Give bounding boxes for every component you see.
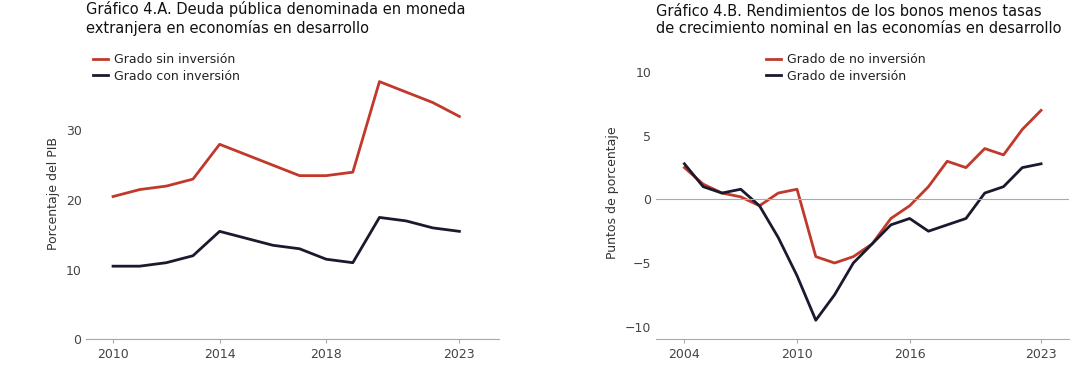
Grado con inversión [293,246,306,251]
Grado con inversión [213,229,226,234]
Grado de no inversión [903,204,916,208]
Y-axis label: Puntos de porcentaje: Puntos de porcentaje [607,127,620,259]
Y-axis label: Porcentaje del PIB: Porcentaje del PIB [48,136,60,250]
Grado de no inversión [734,195,747,199]
Legend: Grado de no inversión, Grado de inversión: Grado de no inversión, Grado de inversió… [766,53,926,83]
Grado sin inversión [320,173,333,178]
Line: Grado con inversión: Grado con inversión [113,218,459,266]
Line: Grado sin inversión: Grado sin inversión [113,82,459,197]
Grado de no inversión [978,146,991,151]
Grado de no inversión [941,159,954,163]
Line: Grado de no inversión: Grado de no inversión [685,110,1041,263]
Grado de no inversión [678,165,691,170]
Grado con inversión [400,218,413,223]
Grado con inversión [320,257,333,262]
Grado de inversión [847,261,860,265]
Grado de inversión [997,184,1010,189]
Grado de inversión [903,216,916,221]
Grado sin inversión [373,79,386,84]
Grado de no inversión [922,184,935,189]
Grado con inversión [373,215,386,220]
Grado de inversión [715,191,728,195]
Grado de no inversión [1035,108,1048,113]
Grado de inversión [1016,165,1029,170]
Grado de no inversión [847,254,860,259]
Grado de no inversión [715,191,728,195]
Grado con inversión [427,225,440,230]
Grado sin inversión [347,170,360,174]
Line: Grado de inversión: Grado de inversión [685,164,1041,320]
Grado sin inversión [427,100,440,105]
Grado de inversión [734,187,747,191]
Text: Gráfico 4.A. Deuda pública denominada en moneda
extranjera en economías en desar: Gráfico 4.A. Deuda pública denominada en… [86,1,465,36]
Grado sin inversión [107,194,120,199]
Grado con inversión [107,264,120,269]
Grado de inversión [809,318,822,323]
Grado sin inversión [213,142,226,147]
Grado con inversión [187,254,200,258]
Grado con inversión [347,261,360,265]
Grado de inversión [791,273,804,278]
Grado sin inversión [453,114,465,119]
Grado con inversión [267,243,280,248]
Grado con inversión [160,261,173,265]
Grado sin inversión [133,187,146,192]
Grado con inversión [453,229,465,234]
Grado de inversión [922,229,935,234]
Grado de inversión [866,241,879,246]
Grado de no inversión [866,241,879,246]
Grado de inversión [753,204,766,208]
Grado sin inversión [400,90,413,94]
Grado con inversión [133,264,146,269]
Grado de no inversión [791,187,804,191]
Grado de no inversión [997,152,1010,157]
Grado de inversión [697,184,710,189]
Legend: Grado sin inversión, Grado con inversión: Grado sin inversión, Grado con inversión [93,53,240,83]
Grado de no inversión [753,204,766,208]
Grado de no inversión [828,261,841,265]
Grado sin inversión [293,173,306,178]
Grado sin inversión [160,184,173,188]
Grado de no inversión [885,216,897,221]
Grado sin inversión [240,152,253,157]
Grado de no inversión [772,191,785,195]
Grado de no inversión [959,165,972,170]
Text: Gráfico 4.B. Rendimientos de los bonos menos tasas
de crecimiento nominal en las: Gráfico 4.B. Rendimientos de los bonos m… [657,4,1062,36]
Grado sin inversión [267,163,280,168]
Grado con inversión [240,236,253,241]
Grado de no inversión [697,182,710,186]
Grado de inversión [959,216,972,221]
Grado de inversión [978,191,991,195]
Grado de no inversión [809,254,822,259]
Grado de inversión [772,235,785,240]
Grado de inversión [885,223,897,227]
Grado sin inversión [187,177,200,181]
Grado de no inversión [1016,127,1029,132]
Grado de inversión [828,292,841,297]
Grado de inversión [678,161,691,166]
Grado de inversión [1035,161,1048,166]
Grado de inversión [941,223,954,227]
